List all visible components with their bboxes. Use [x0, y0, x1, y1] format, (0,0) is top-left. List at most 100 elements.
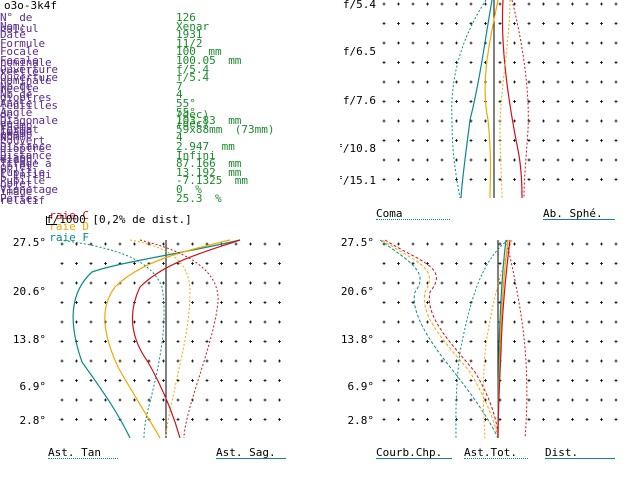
curvature-curve-d — [381, 239, 499, 439]
param-label: Tirage à l'infini — [0, 157, 52, 182]
scale-note: f/1000 [0,2% de dist.] — [46, 213, 192, 226]
axis-tick-label: 13.8° — [341, 333, 374, 346]
axis-tick-label: 20.6° — [13, 285, 46, 298]
coma-curve-c — [501, 0, 523, 199]
param-value: 4 — [176, 88, 183, 102]
param-value: 1931 — [176, 28, 203, 42]
window-title: o3o-3k4f — [4, 0, 57, 12]
param-label: Formule — [0, 36, 45, 50]
param-label: Nb de lentilles — [0, 88, 58, 113]
curvature-curve-f — [379, 239, 499, 439]
curvature-curve-c — [384, 239, 499, 439]
param-unit: % — [195, 183, 202, 196]
param-label: N° dioptre diaph. — [0, 131, 45, 167]
coma-spherical-chart: f/5.4 f/6.5 f/7.6 f/10.8 f/15.1 — [340, 0, 618, 199]
coma-underline — [376, 219, 450, 220]
param-label: Focale nominale — [0, 45, 52, 70]
curvature-caption: Courb.Chp. — [376, 446, 443, 459]
sag-curve-d — [129, 239, 191, 439]
param-unit: mm — [228, 114, 242, 128]
param-unit: mm — [228, 165, 242, 179]
param-label: Angle de champ nom. — [0, 97, 33, 143]
axis-tick-label: f/5.4 — [343, 0, 376, 11]
sag-curve-c — [139, 239, 219, 439]
param-value: 25.3 — [176, 191, 203, 205]
spherical-curve-d — [499, 0, 511, 199]
total-ast-underline — [464, 458, 528, 459]
sag-curve-f — [59, 239, 165, 439]
param-label: Date — [0, 28, 26, 42]
param-unit: mm — [234, 174, 249, 188]
param-label: Ouverture nominale — [0, 62, 58, 87]
param-unit: (73mm) — [234, 122, 275, 136]
spherical-curve-f — [451, 0, 487, 199]
spherical-caption: Ab. Sphé. — [543, 207, 603, 220]
param-value: 100 — [176, 45, 196, 59]
param-label: Nom: — [0, 19, 26, 33]
param-value: 2.947 — [176, 140, 210, 153]
param-value: Xenar — [176, 19, 210, 33]
axis-tick-label: 2.8° — [20, 414, 47, 427]
param-value: 13.192 — [176, 165, 216, 179]
axis-tick-label: 20.6° — [341, 285, 374, 298]
axis-tick-label: f/6.5 — [343, 45, 376, 58]
param-value: 0 — [176, 183, 183, 196]
sag-underline — [216, 458, 286, 459]
sag-caption: Ast. Sag. — [216, 446, 276, 459]
curvature-underline — [376, 458, 452, 459]
param-label: Nb de dioptres — [0, 79, 52, 104]
spherical-underline — [543, 219, 615, 220]
coma-curve-f — [460, 0, 493, 199]
legend-raie-d: raie D — [49, 220, 89, 233]
param-unit: mm — [208, 45, 222, 59]
param-label: Pupille image — [0, 174, 45, 199]
param-label: Pupille objet — [0, 165, 45, 190]
color-legend: raie C raie D raie F — [36, 199, 95, 243]
distortion-curve-c — [497, 239, 511, 439]
param-value: 7 — [176, 79, 183, 93]
axis-tick-label: 13.8° — [13, 333, 46, 346]
axis-tick-label: 2.8° — [348, 414, 375, 427]
tan-curve-c — [131, 239, 241, 439]
coma-curve-d — [484, 0, 499, 199]
param-value: 11/2 — [176, 36, 203, 50]
axis-tick-label: 27.5° — [341, 236, 374, 249]
total-ast-curve-f — [455, 239, 509, 439]
param-value: 103.83 — [176, 114, 216, 128]
axis-tick-label: f/10.8 — [340, 142, 376, 155]
param-label: Format couvert — [0, 122, 45, 147]
param-value: 4 — [176, 131, 183, 145]
scale-marker — [46, 216, 57, 225]
axis-tick-label: f/15.1 — [340, 174, 376, 187]
param-value: 100.05 — [176, 54, 216, 67]
param-label: Distance objet — [0, 148, 52, 173]
legend-raie-c: raie C — [49, 209, 89, 222]
param-label: Pertes — [0, 191, 39, 205]
param-label: Ouverture réelle — [0, 71, 58, 96]
total-ast-caption: Ast.Tot. — [464, 446, 517, 459]
param-value: Infini — [176, 148, 216, 162]
param-unit: mm — [221, 140, 235, 153]
distortion-underline — [545, 458, 615, 459]
param-label: N° de calcul — [0, 11, 39, 35]
param-value: 55°(dec) — [176, 97, 210, 121]
param-value: 59x88mm — [176, 122, 223, 136]
tan-underline — [48, 458, 118, 459]
tan-curve-d — [104, 239, 231, 439]
param-unit: mm — [228, 157, 242, 171]
param-label: Focale réelle — [0, 54, 39, 78]
param-unit: mm — [228, 54, 242, 67]
distortion-caption: Dist. — [545, 446, 579, 459]
tan-caption: Ast. Tan — [48, 446, 101, 459]
param-label: Vignetage relatif — [0, 183, 58, 207]
field-curvature-chart: 27.5° 20.6° 13.8° 6.9° 2.8° — [341, 236, 618, 439]
param-value: -7.1325 — [176, 174, 223, 188]
astigmatism-chart: 27.5° 20.6° 13.8° 6.9° 2.8° — [13, 236, 281, 439]
param-value: 87.166 — [176, 157, 216, 171]
tan-curve-f — [72, 239, 241, 439]
axis-tick-label: 27.5° — [13, 236, 46, 249]
axis-tick-label: f/7.6 — [343, 94, 376, 107]
param-unit: % — [215, 191, 222, 205]
legend-raie-f: raie F — [49, 231, 89, 244]
coma-caption: Coma — [376, 207, 403, 220]
